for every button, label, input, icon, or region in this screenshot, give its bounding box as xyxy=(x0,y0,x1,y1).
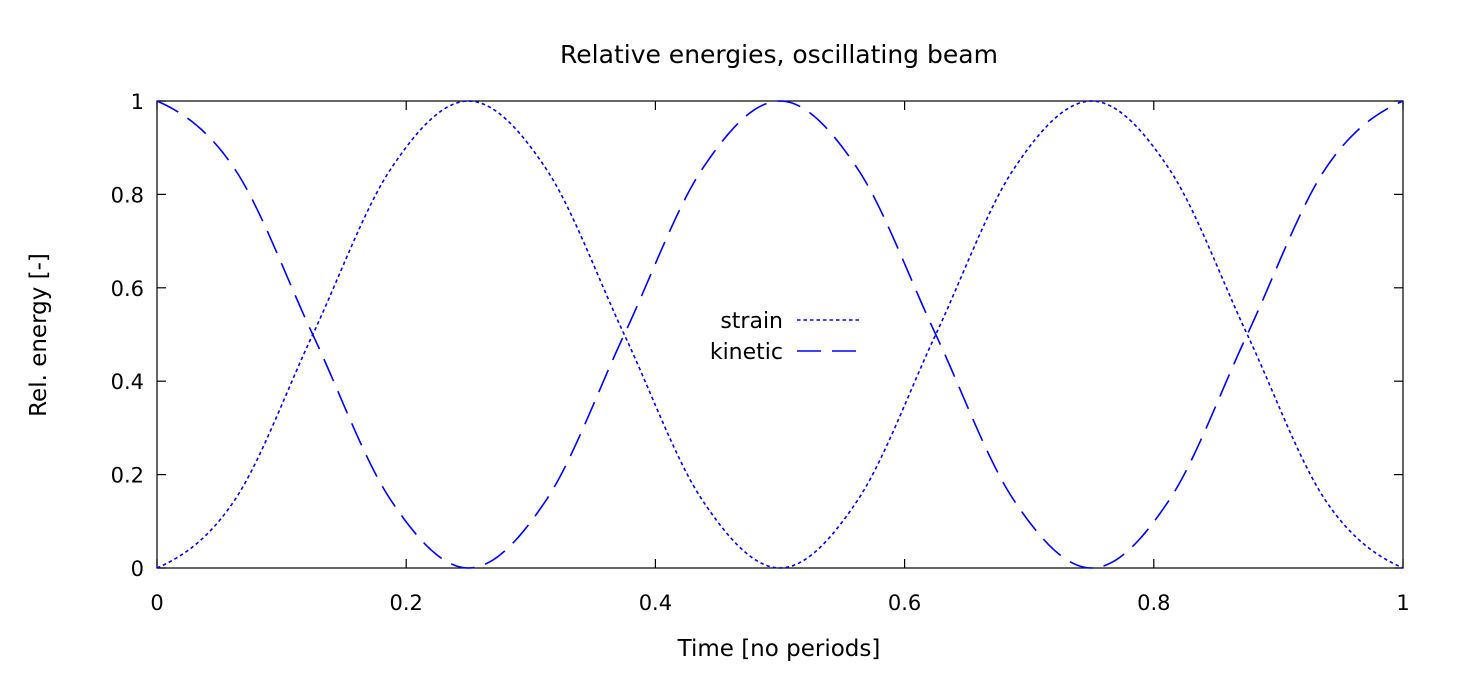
chart-title: Relative energies, oscillating beam xyxy=(560,40,998,69)
y-tick-label: 0.4 xyxy=(111,370,144,394)
x-tick-label: 1 xyxy=(1396,591,1409,615)
y-tick-label: 0.6 xyxy=(111,277,144,301)
plot-frame xyxy=(156,100,1404,569)
x-tick-label: 0.6 xyxy=(888,591,921,615)
x-tick-label: 0.4 xyxy=(639,591,672,615)
x-tick-label: 0.2 xyxy=(389,591,422,615)
y-tick-label: 1 xyxy=(131,90,144,114)
series-line-strain xyxy=(156,100,1404,569)
y-tick-label: 0.2 xyxy=(111,464,144,488)
y-axis-label: Rel. energy [-] xyxy=(26,253,52,417)
series-line-kinetic xyxy=(156,100,1404,569)
x-tick-label: 0.8 xyxy=(1137,591,1170,615)
legend-label-strain: strain xyxy=(720,309,783,334)
x-tick-label: 0 xyxy=(150,591,163,615)
y-tick-label: 0.8 xyxy=(111,183,144,207)
y-tick-label: 0 xyxy=(131,557,144,581)
legend-label-kinetic: kinetic xyxy=(710,340,783,365)
plot-area: 0 0.2 0.4 0.6 0.8 1 0 0.2 0.4 0.6 0.8 1 strain kineti… xyxy=(111,90,1410,615)
x-axis-label: Time [no periods] xyxy=(677,636,881,662)
